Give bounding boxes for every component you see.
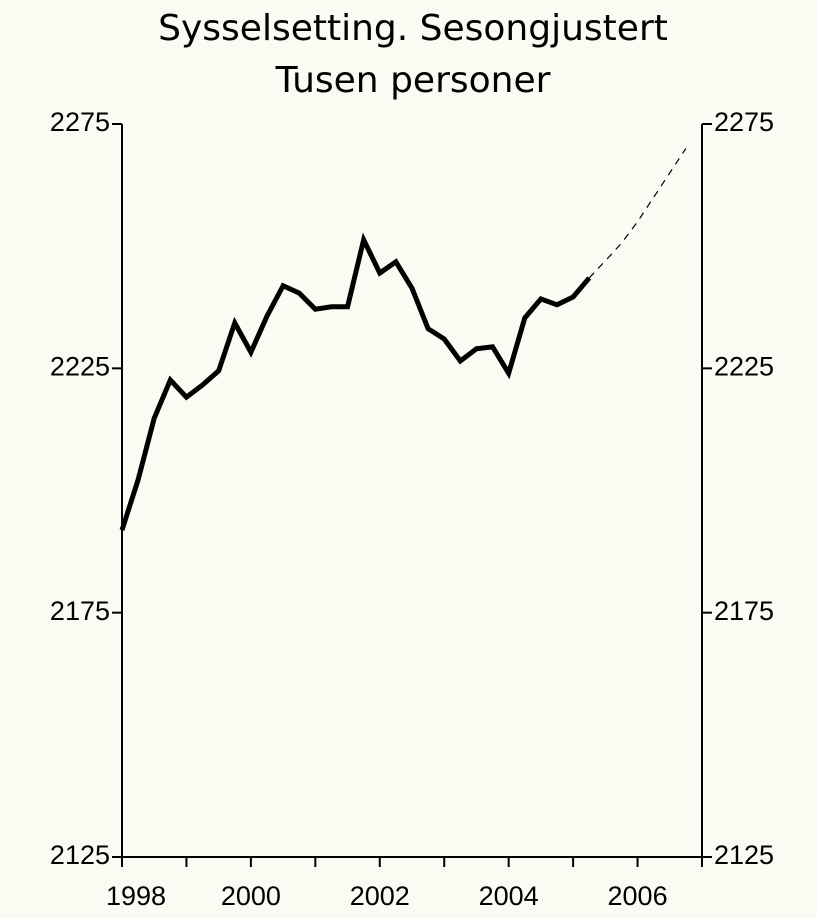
- y2-tick-label: 2125: [714, 840, 774, 870]
- x-tick-label: 2002: [350, 881, 410, 911]
- y2-tick-label: 2225: [714, 351, 774, 381]
- y-tick-label: 2225: [50, 351, 110, 381]
- x-tick-label: 2004: [479, 881, 539, 911]
- y2-tick-label: 2275: [714, 107, 774, 137]
- y-tick-label: 2175: [50, 596, 110, 626]
- chart-subtitle: Tusen personer: [275, 60, 551, 101]
- x-tick-label: 2000: [221, 881, 281, 911]
- y2-tick-label: 2175: [714, 596, 774, 626]
- x-tick-label: 1998: [106, 881, 166, 911]
- line-series: [588, 148, 687, 279]
- line-series: [119, 232, 592, 531]
- x-tick-label: 2006: [608, 881, 668, 911]
- chart-title: Sysselsetting. Sesongjustert: [158, 8, 668, 49]
- y-tick-label: 2275: [50, 107, 110, 137]
- y-tick-label: 2125: [50, 840, 110, 870]
